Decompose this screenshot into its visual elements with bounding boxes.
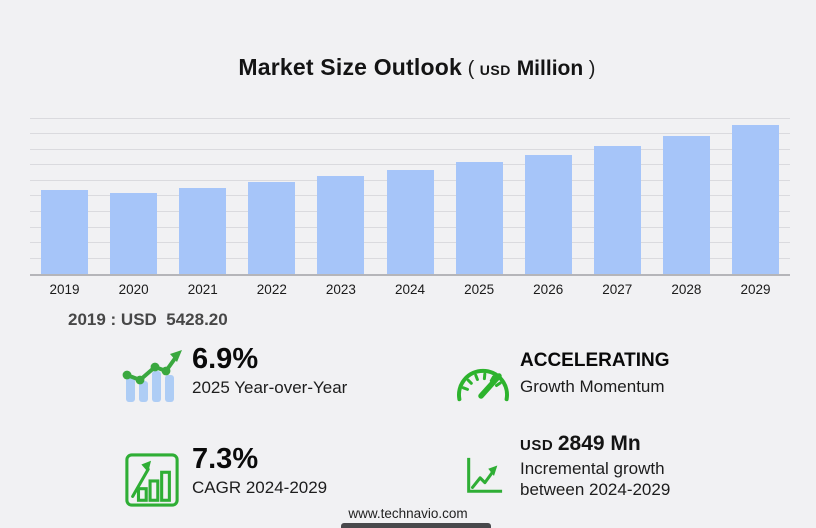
title-paren-close: ) bbox=[583, 58, 596, 80]
title-currency: USD bbox=[479, 62, 511, 78]
x-tick-label: 2029 bbox=[740, 282, 771, 297]
base-year-value-label: 2019 : USD 5428.20 bbox=[68, 310, 228, 329]
title-unit: Million bbox=[510, 57, 584, 80]
website-url: www.technavio.com bbox=[348, 506, 468, 521]
bar-2021 bbox=[179, 188, 227, 274]
bar-2027 bbox=[593, 146, 641, 274]
bar-2023 bbox=[317, 176, 365, 274]
yoy-label: 2025 Year-over-Year bbox=[192, 378, 348, 398]
cagr-value: 7.3% bbox=[192, 443, 259, 475]
bar-2019 bbox=[41, 189, 89, 274]
gridline bbox=[30, 164, 790, 166]
incremental-value: USD 2849 Mn bbox=[520, 432, 725, 455]
cagr-label: CAGR 2024-2029 bbox=[192, 478, 328, 498]
momentum-label: Growth Momentum bbox=[520, 376, 665, 396]
bar-chart-plot bbox=[30, 105, 790, 276]
x-tick-label: 2021 bbox=[187, 282, 218, 297]
gridline bbox=[30, 117, 790, 119]
x-tick-label: 2026 bbox=[533, 282, 564, 297]
x-axis-labels: 2019 2020 2021 2022 2023 2024 2025 2026 2027 2028… bbox=[30, 282, 790, 297]
bar-2026 bbox=[524, 154, 572, 274]
bar-2025 bbox=[455, 162, 503, 274]
incremental-amount: 2849 Mn bbox=[557, 432, 641, 455]
title-paren-open: ( bbox=[467, 58, 480, 80]
x-tick-label: 2025 bbox=[464, 282, 495, 297]
x-tick-label: 2028 bbox=[671, 282, 702, 297]
x-tick-label: 2027 bbox=[602, 282, 633, 297]
speedometer-icon bbox=[446, 354, 520, 402]
x-tick-label: 2022 bbox=[256, 282, 287, 297]
incremental-label: Incremental growth between 2024-2029 bbox=[520, 459, 671, 500]
gridline bbox=[30, 148, 790, 150]
stat-yoy: 6.9% 2025 Year-over-Year bbox=[112, 344, 347, 402]
x-tick-label: 2024 bbox=[394, 282, 426, 297]
stat-cagr: 7.3% CAGR 2024-2029 bbox=[112, 444, 327, 508]
gridline bbox=[30, 133, 790, 135]
bar-series bbox=[30, 105, 790, 274]
yoy-value: 6.9% bbox=[192, 343, 259, 375]
growth-chart-icon bbox=[112, 452, 192, 508]
page-title: Market Size Outlook ( USD Million ) bbox=[0, 36, 816, 99]
bar-2028 bbox=[662, 136, 710, 274]
bar-2020 bbox=[110, 193, 158, 274]
x-tick-label: 2020 bbox=[118, 282, 149, 297]
footer-bar bbox=[341, 523, 491, 528]
incremental-currency: USD bbox=[520, 437, 558, 454]
title-main: Market Size Outlook bbox=[238, 54, 463, 80]
x-axis-line bbox=[30, 274, 790, 276]
x-tick-label: 2023 bbox=[325, 282, 356, 297]
bar-2029 bbox=[731, 125, 779, 274]
stat-incremental: USD 2849 Mn Incremental growth between 2… bbox=[446, 432, 725, 501]
bar-2022 bbox=[248, 181, 296, 274]
incremental-growth-icon bbox=[446, 454, 520, 496]
bar-2024 bbox=[386, 169, 434, 274]
trend-bars-icon bbox=[112, 348, 192, 402]
x-tick-label: 2019 bbox=[49, 282, 80, 297]
stat-momentum: ACCELERATING Growth Momentum bbox=[446, 350, 670, 402]
momentum-value: ACCELERATING bbox=[520, 350, 670, 371]
